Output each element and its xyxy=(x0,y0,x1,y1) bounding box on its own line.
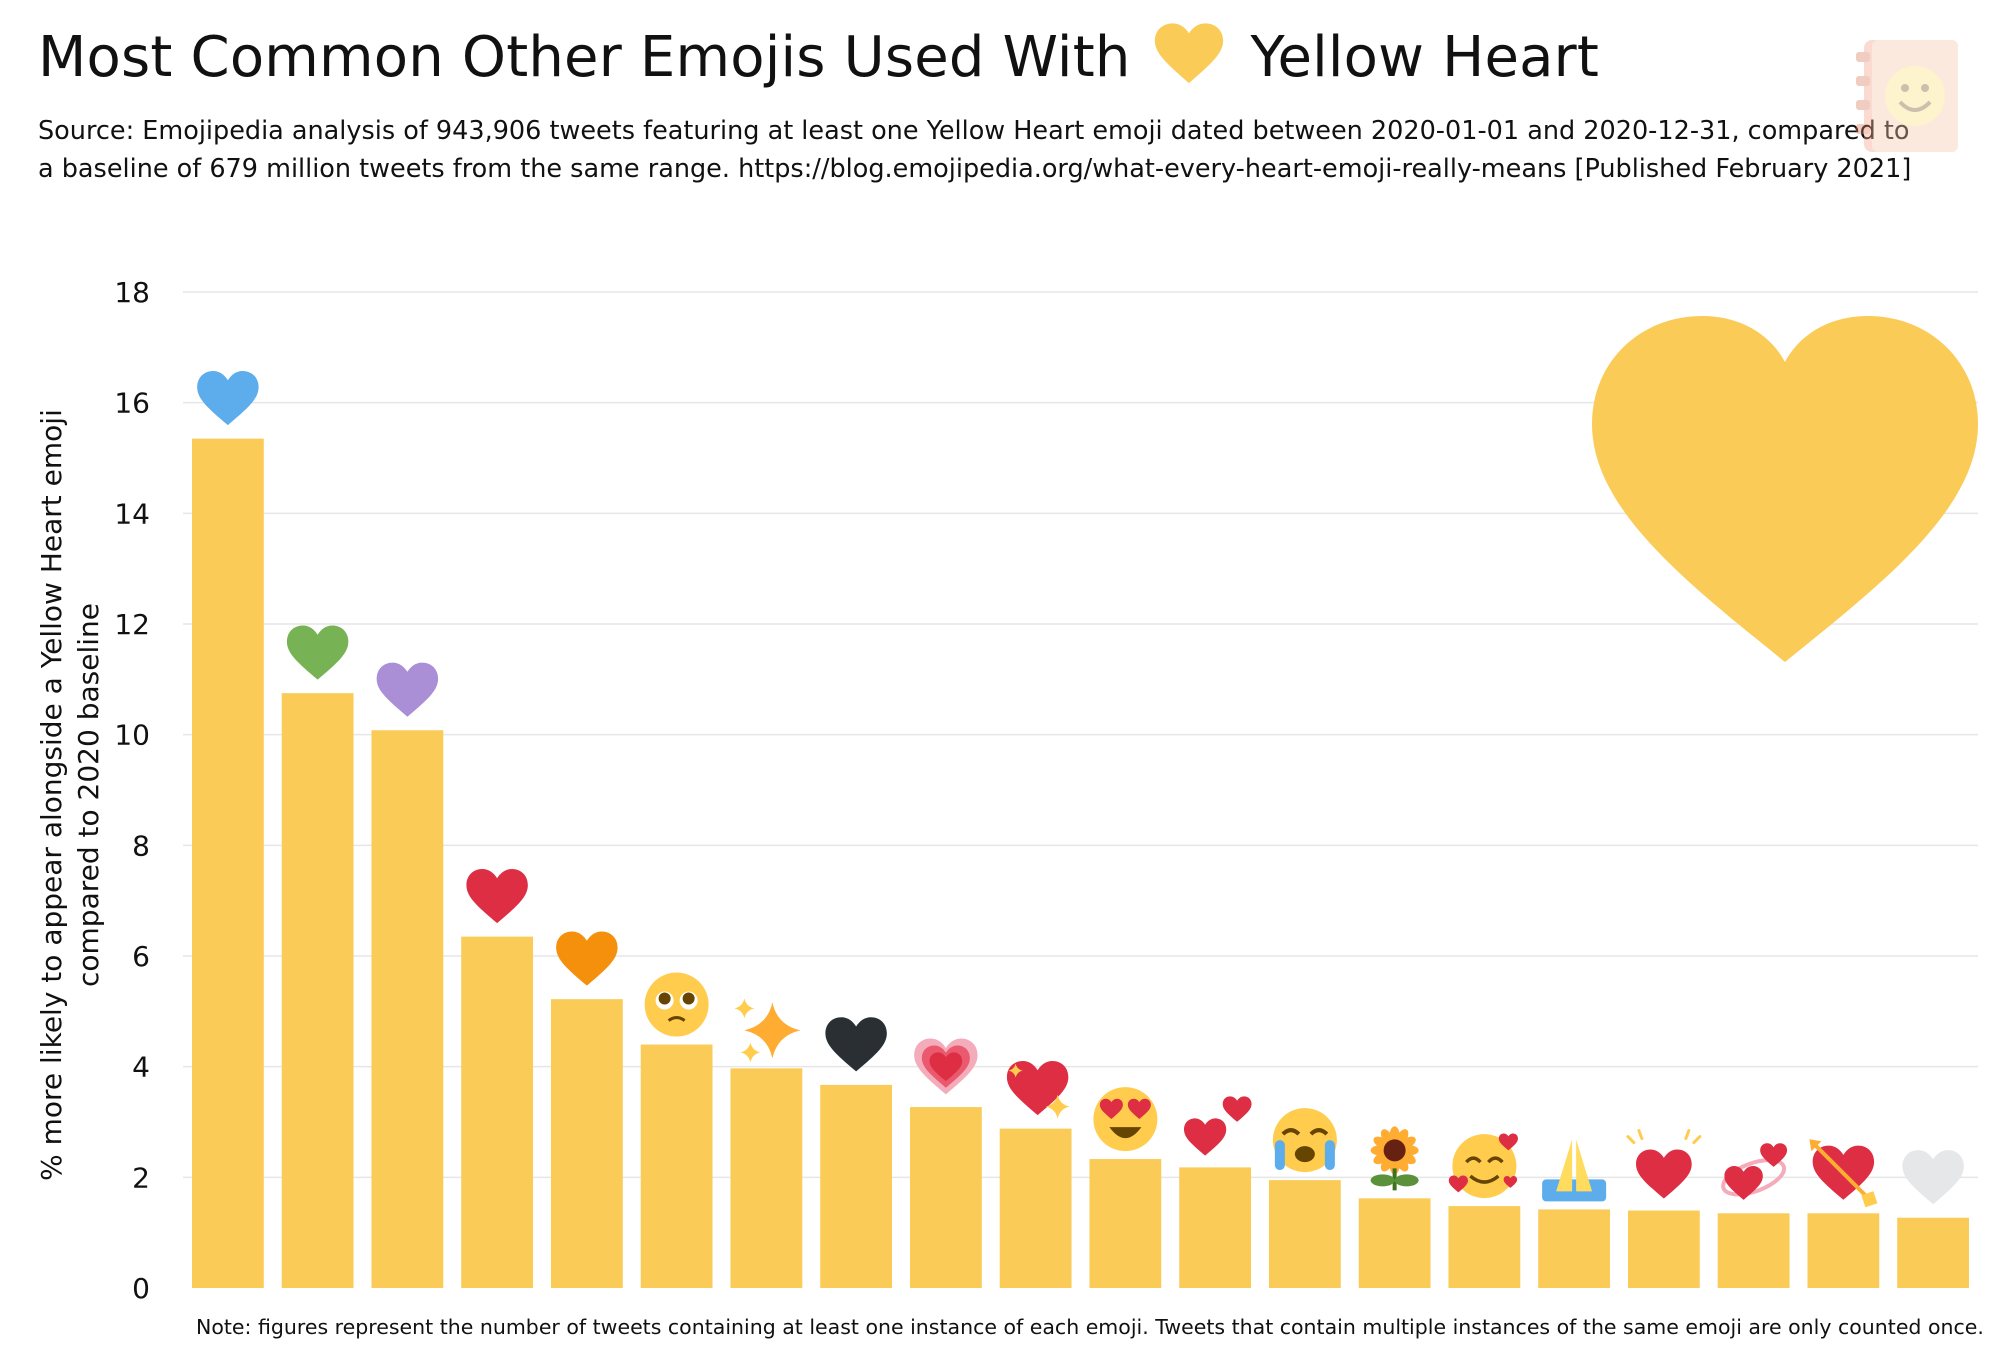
bar xyxy=(191,438,264,1289)
sparkles-icon xyxy=(734,998,801,1063)
bar xyxy=(820,1084,893,1288)
loudly-crying-face-icon xyxy=(1272,1108,1337,1173)
y-tick-label: 10 xyxy=(114,719,150,752)
purple-heart-icon xyxy=(376,662,439,717)
revolving-hearts-icon xyxy=(1721,1143,1788,1200)
big-yellow-heart-icon xyxy=(1592,316,1978,662)
y-tick-label: 2 xyxy=(132,1161,150,1194)
sparkling-heart-icon xyxy=(1006,1060,1070,1119)
pleading-face-icon xyxy=(644,972,709,1037)
y-tick-label: 18 xyxy=(114,276,150,309)
bar xyxy=(461,936,534,1288)
bar xyxy=(1268,1180,1341,1288)
growing-heart-icon xyxy=(914,1038,978,1095)
y-tick-label: 6 xyxy=(132,940,150,973)
bar xyxy=(1179,1167,1252,1288)
source-text: Source: Emojipedia analysis of 943,906 t… xyxy=(38,116,1912,184)
y-tick-label: 16 xyxy=(114,387,150,420)
yellow-heart-icon xyxy=(1153,22,1225,86)
bar xyxy=(1627,1210,1700,1288)
heart-eyes-face-icon xyxy=(1093,1087,1158,1152)
bar xyxy=(730,1068,803,1288)
black-heart-icon xyxy=(825,1017,887,1072)
bar xyxy=(1897,1217,1970,1288)
bar xyxy=(909,1107,982,1288)
orange-heart-icon xyxy=(556,931,618,986)
y-axis-ticks: 0 2 4 6 8 10 12 14 16 18 xyxy=(114,276,150,1305)
bar xyxy=(1358,1198,1431,1288)
chart-title: Most Common Other Emojis Used With Yellow… xyxy=(38,22,1599,94)
y-tick-label: 12 xyxy=(114,608,150,641)
bar xyxy=(281,693,354,1288)
title-text-after: Yellow Heart xyxy=(1250,25,1600,90)
y-tick-label: 0 xyxy=(132,1272,150,1305)
green-heart-icon xyxy=(286,625,349,680)
y-tick-label: 14 xyxy=(114,497,150,530)
white-heart-icon xyxy=(1902,1150,1964,1205)
bar xyxy=(371,730,444,1288)
bars xyxy=(191,438,1970,1289)
heart-with-arrow-icon xyxy=(1809,1139,1878,1208)
y-axis-label-line-2: compared to 2020 baseline xyxy=(72,603,105,987)
footnote: Note: figures represent the number of tw… xyxy=(196,1315,1984,1339)
red-heart-icon xyxy=(466,868,528,924)
y-tick-label: 4 xyxy=(132,1051,150,1084)
y-tick-label: 8 xyxy=(132,829,150,862)
sunflower-icon xyxy=(1370,1126,1419,1191)
bar xyxy=(999,1128,1072,1288)
bar xyxy=(1538,1209,1611,1288)
smiling-face-with-hearts-icon xyxy=(1448,1133,1518,1199)
bar xyxy=(550,999,623,1288)
two-hearts-icon xyxy=(1184,1096,1252,1156)
bar-icons xyxy=(197,370,1964,1208)
bar xyxy=(1717,1213,1790,1288)
beating-heart-icon xyxy=(1626,1129,1702,1199)
title-text-before: Most Common Other Emojis Used With xyxy=(38,25,1131,90)
bar xyxy=(1807,1213,1880,1288)
emojipedia-logo-icon xyxy=(1850,30,1970,160)
y-axis-label-line-1: % more likely to appear alongside a Yell… xyxy=(35,409,68,1181)
bar xyxy=(1089,1159,1162,1288)
bar xyxy=(1448,1206,1521,1288)
bar xyxy=(640,1044,713,1288)
folded-hands-icon xyxy=(1542,1139,1607,1202)
blue-heart-icon xyxy=(197,370,259,426)
